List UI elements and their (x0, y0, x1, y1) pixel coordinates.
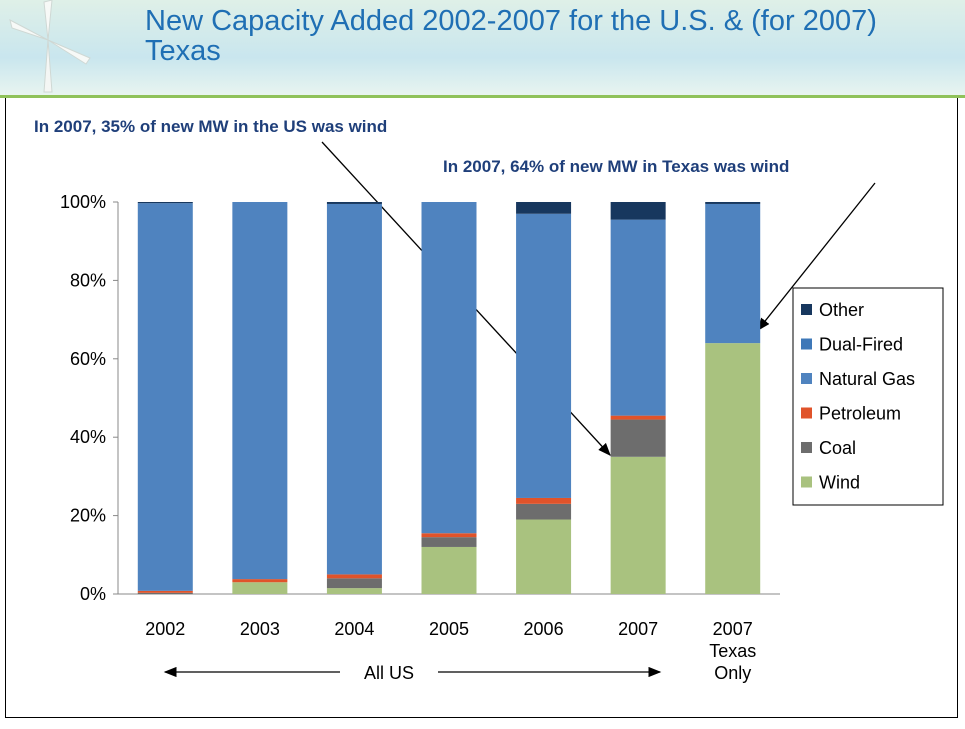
legend-label: Petroleum (819, 404, 901, 424)
bar-segment (705, 202, 761, 204)
annotation: All US (364, 663, 414, 683)
bar-segment (705, 343, 761, 594)
y-tick-label: 80% (70, 270, 106, 290)
legend-label: Natural Gas (819, 369, 915, 389)
legend-swatch (801, 442, 812, 453)
y-tick-label: 40% (70, 427, 106, 447)
y-tick-label: 0% (80, 584, 106, 604)
x-tick-label: 2005 (428, 619, 470, 639)
x-tick-label: 2003 (239, 619, 280, 639)
bar-segment (326, 588, 382, 594)
bar-segment (421, 202, 477, 534)
frame (5, 98, 958, 718)
arrow (757, 182, 876, 332)
x-tick-label: 2007 (618, 619, 659, 639)
y-tick-label: 20% (70, 506, 106, 526)
bar-segment (421, 546, 477, 594)
legend-label: Wind (819, 473, 860, 493)
header-rule (0, 95, 965, 98)
legend-swatch (801, 407, 812, 419)
windmill-icon (9, 0, 91, 93)
legend-label: Dual-Fired (819, 335, 903, 355)
y-tick-label: 100% (60, 192, 106, 212)
bar-segment (516, 497, 572, 504)
legend-label: Coal (819, 438, 856, 458)
legend-swatch (801, 338, 812, 350)
bar-segment (421, 537, 477, 547)
legend-swatch (801, 304, 812, 315)
bar-segment (516, 213, 572, 498)
bar-segment (421, 533, 477, 538)
bar-segment (326, 578, 382, 589)
legend-box (792, 287, 944, 506)
legend-swatch (801, 373, 812, 384)
legend-swatch (801, 476, 812, 488)
bar-segment (516, 503, 572, 520)
bar-segment (326, 574, 382, 579)
bar-segment (610, 219, 666, 416)
slide-title: New Capacity Added 2002-2007 for the U.S… (145, 5, 877, 67)
bar-segment (516, 202, 572, 214)
x-tick-label: 2007 Texas Only (709, 619, 757, 683)
header (0, 0, 965, 96)
bar-segment (232, 582, 288, 594)
bar-segment (610, 456, 666, 594)
bar-segment (137, 590, 193, 593)
bar-segment (516, 519, 572, 594)
legend-label: Other (819, 300, 864, 320)
bar-segment (137, 202, 193, 204)
bar-segment (137, 592, 193, 594)
x-tick-label: 2002 (145, 619, 186, 639)
bar-segment (705, 203, 761, 344)
annotation: In 2007, 35% of new MW in the US was win… (34, 117, 388, 136)
x-tick-label: 2004 (334, 619, 375, 639)
annotation: In 2007, 64% of new MW in Texas was wind (443, 157, 790, 176)
bar-segment (137, 203, 193, 591)
bar-segment (232, 579, 288, 583)
x-tick-label: 2006 (523, 619, 564, 639)
bar-segment (326, 203, 382, 575)
bar-segment (610, 415, 666, 420)
bar-segment (610, 419, 666, 457)
bar-segment (610, 202, 666, 220)
y-tick-label: 60% (70, 349, 106, 369)
bar-segment (232, 202, 288, 580)
bar-segment (326, 202, 382, 204)
